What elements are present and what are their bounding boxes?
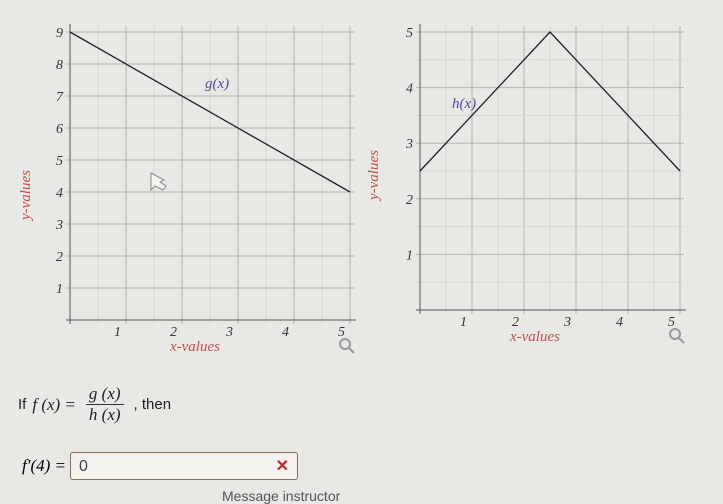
y-tick-label: 9	[56, 26, 63, 41]
x-tick-label: 1	[114, 325, 121, 340]
incorrect-x-icon: ✕	[275, 458, 289, 475]
question-suffix: , then	[133, 396, 172, 413]
answer-input[interactable]	[77, 457, 261, 477]
x-tick-label: 3	[563, 315, 571, 330]
denominator: h (x)	[88, 405, 121, 424]
cursor-icon	[150, 172, 167, 192]
y-tick-label: 2	[56, 250, 63, 265]
function-line	[419, 31, 681, 172]
f-definition: f (x) =	[32, 394, 76, 414]
answer-row: f′(4) = ✕	[22, 452, 298, 480]
y-tick-label: 5	[56, 154, 63, 169]
y-tick-label: 4	[56, 186, 63, 201]
x-tick-label: 2	[170, 325, 177, 340]
x-tick-label: 3	[225, 325, 233, 340]
question-text: If f (x) = g (x) h (x) , then	[18, 384, 171, 425]
y-tick-label: 5	[406, 26, 413, 41]
question-prefix: If	[18, 396, 27, 413]
function-label: h(x)	[452, 96, 476, 112]
x-axis-label: x-values	[169, 339, 220, 355]
y-axis-label: y-values	[366, 150, 382, 202]
zoom-magnifier-icon[interactable]	[669, 328, 685, 344]
numerator: g (x)	[85, 384, 124, 405]
fraction: g (x) h (x)	[85, 384, 124, 425]
y-tick-label: 3	[405, 137, 413, 152]
y-tick-label: 7	[56, 90, 64, 105]
x-axis-label: x-values	[509, 329, 560, 345]
function-label: g(x)	[205, 76, 229, 92]
y-tick-label: 1	[406, 248, 413, 263]
x-tick-label: 4	[282, 325, 289, 340]
y-tick-label: 6	[56, 122, 63, 137]
answer-label: f′(4) =	[22, 456, 66, 475]
y-tick-label: 1	[56, 282, 63, 297]
zoom-magnifier-icon[interactable]	[339, 338, 355, 354]
y-tick-label: 2	[406, 193, 413, 208]
x-tick-label: 5	[668, 315, 675, 330]
message-instructor-link[interactable]: Message instructor	[222, 488, 341, 504]
y-tick-label: 3	[55, 218, 63, 233]
x-tick-label: 1	[460, 315, 467, 330]
y-tick-label: 4	[406, 82, 413, 97]
x-tick-label: 2	[512, 315, 519, 330]
answer-field[interactable]: ✕	[70, 452, 298, 480]
y-axis-label: y-values	[18, 170, 34, 222]
x-tick-label: 5	[338, 325, 345, 340]
x-tick-label: 4	[616, 315, 623, 330]
function-line	[69, 31, 351, 193]
y-tick-label: 8	[56, 58, 63, 73]
